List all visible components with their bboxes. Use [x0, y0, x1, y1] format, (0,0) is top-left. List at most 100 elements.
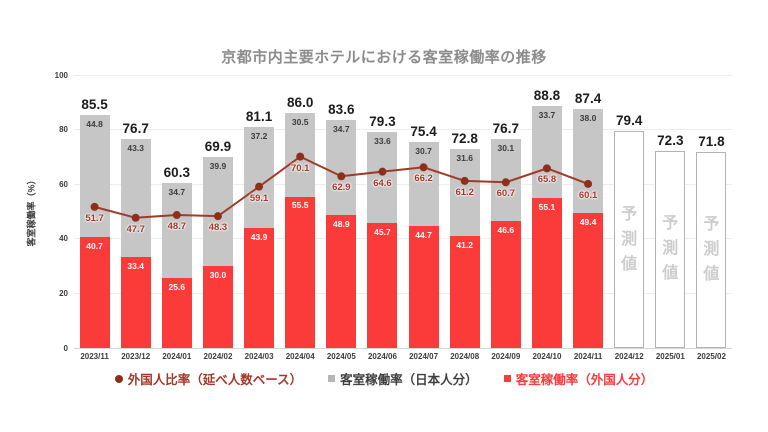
ratio-value-label: 70.1: [290, 162, 310, 174]
x-tick-label: 2024/07: [409, 352, 439, 361]
gridline: [74, 74, 732, 76]
bar-segment-foreign: [531, 197, 562, 348]
forecast-watermark-char: 測: [662, 240, 679, 258]
legend-marker-circle-icon: [114, 374, 123, 383]
bar-value-label-japanese: 30.5: [291, 117, 309, 128]
bar-total-label: 83.6: [328, 101, 355, 117]
x-tick-label: 2024/10: [532, 352, 562, 361]
ratio-value-label: 65.8: [537, 174, 557, 186]
x-tick-label: 2024/05: [326, 352, 356, 361]
legend-item-label: 外国人比率（延べ人数ベース）: [127, 373, 303, 387]
legend: 外国人比率（延べ人数ベース） 客室稼働率（日本人分） 客室稼働率（外国人分）: [0, 369, 768, 388]
bar-segment-japanese: [326, 119, 357, 215]
bar-total-label: 76.7: [492, 120, 519, 136]
gridline: [74, 129, 732, 131]
chart-title: 京都市内主要ホテルにおける客室稼働率の推移: [221, 49, 547, 66]
gridline: [74, 292, 732, 294]
legend-item: 外国人比率（延べ人数ベース）: [114, 369, 303, 388]
ratio-point: [542, 164, 551, 173]
forecast-watermark-char: 予: [621, 205, 638, 223]
bar-segment-foreign: [408, 225, 439, 348]
ratio-value-label: 66.2: [414, 173, 433, 185]
bar-total-label: 79.3: [369, 113, 396, 129]
forecast-watermark-char: 測: [621, 230, 638, 248]
ratio-value-label: 60.1: [578, 189, 598, 201]
bar-segment-japanese: [120, 138, 151, 257]
bar-total-label: 88.8: [533, 87, 561, 103]
forecast-watermark-char: 予: [703, 216, 720, 233]
ratio-value-label: 48.3: [208, 222, 228, 234]
bar-value-label-japanese: 38.0: [579, 113, 597, 124]
forecast-watermark-char: 値: [621, 255, 638, 273]
bar-value-label-foreign: 41.2: [456, 239, 473, 250]
gridline: [74, 183, 732, 185]
bar-segment-foreign: [79, 236, 110, 348]
bar-value-label-japanese: 30.1: [497, 142, 515, 153]
bar-value-label-foreign: 25.6: [168, 282, 186, 293]
bar-segment-japanese: [244, 126, 275, 229]
ratio-point: [172, 211, 181, 220]
bar-total-label: 85.5: [81, 96, 108, 112]
x-tick-label: 2024/08: [450, 352, 480, 361]
x-tick-label: 2024/12: [614, 352, 644, 361]
bar-segment-japanese: [202, 157, 233, 267]
bar-segment-japanese: [408, 142, 439, 226]
ratio-value-label: 61.2: [455, 186, 474, 198]
bar-value-label-foreign: 43.9: [250, 232, 268, 243]
bar-total-label: 86.0: [287, 95, 314, 111]
bar-segment-foreign: [573, 213, 604, 348]
bar-value-label-japanese: 43.3: [127, 142, 144, 153]
bar-value-label-japanese: 30.7: [415, 146, 432, 157]
ratio-value-label: 64.6: [373, 177, 392, 189]
bar-segment-foreign: [367, 223, 398, 348]
forecast-bar: 予測値: [696, 152, 727, 348]
x-tick-label: 2024/06: [367, 352, 397, 361]
legend-item: 客室稼働率（日本人分）: [328, 369, 478, 388]
ratio-point: [337, 172, 346, 181]
x-tick-label: 2024/01: [162, 352, 192, 361]
x-tick-label: 2025/02: [696, 352, 726, 361]
bar-segment-foreign: [326, 214, 357, 348]
y-tick-label: 60: [59, 179, 68, 189]
legend-item: 客室稼働率（外国人分）: [503, 369, 653, 388]
ratio-point: [255, 182, 264, 191]
bar-value-label-foreign: 44.7: [415, 229, 432, 240]
bar-total-label: 71.8: [698, 133, 725, 149]
bar-value-label-foreign: 33.4: [127, 260, 144, 271]
ratio-value-label: 47.7: [126, 223, 145, 235]
ratio-point: [501, 178, 510, 187]
forecast-bar: 予測値: [614, 131, 645, 348]
y-tick-label: 20: [59, 288, 68, 298]
bar-value-label-japanese: 34.7: [168, 187, 186, 198]
bar-value-label-foreign: 40.7: [86, 240, 103, 251]
x-tick-label: 2024/11: [573, 352, 603, 361]
bar-total-label: 81.1: [245, 108, 273, 124]
legend-marker-square-icon: [503, 375, 511, 382]
y-axis-title: 客室稼働率（%）: [26, 175, 37, 247]
bar-total-label: 60.3: [163, 165, 190, 181]
bar-value-label-foreign: 55.1: [538, 201, 556, 212]
forecast-watermark-char: 予: [662, 215, 679, 233]
bar-value-label-japanese: 33.6: [374, 135, 391, 146]
bar-segment-japanese: [161, 183, 192, 279]
ratio-value-label: 60.7: [496, 188, 516, 200]
x-tick-label: 2024/04: [285, 352, 315, 361]
ratio-point: [460, 176, 469, 185]
x-tick-label: 2023/11: [80, 352, 109, 361]
x-tick-label: 2025/01: [655, 352, 685, 361]
ratio-point: [584, 179, 593, 188]
ratio-point: [131, 213, 140, 222]
gridline: [74, 347, 732, 349]
bar-value-label-japanese: 33.7: [538, 109, 556, 120]
bar-total-label: 76.7: [122, 120, 149, 136]
bar-segment-foreign: [161, 278, 192, 348]
x-tick-label: 2024/02: [203, 352, 233, 361]
bar-segment-foreign: [490, 220, 521, 348]
legend-marker-square-icon: [328, 375, 336, 382]
bar-segment-japanese: [367, 131, 398, 224]
bar-value-label-japanese: 34.7: [333, 123, 350, 134]
bar-segment-japanese: [449, 149, 480, 236]
bar-value-label-japanese: 31.6: [456, 153, 473, 164]
bar-segment-japanese: [573, 109, 604, 214]
